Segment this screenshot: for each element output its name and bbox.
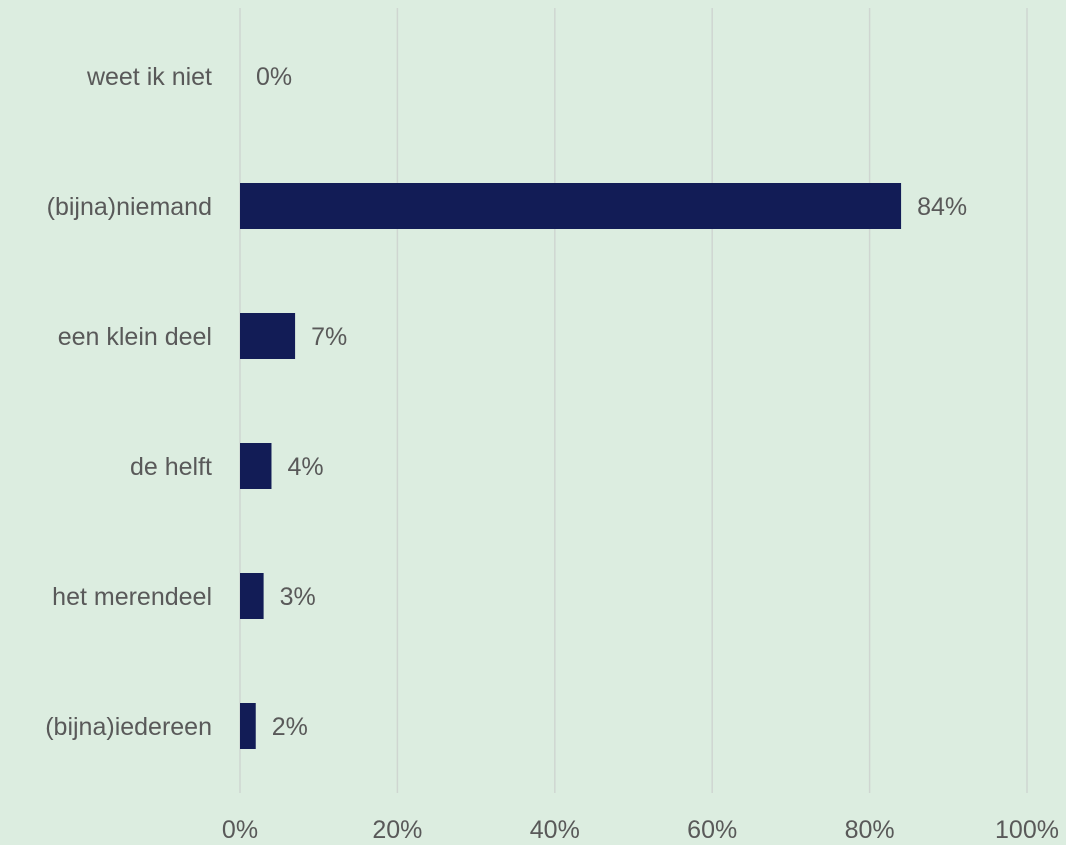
data-labels: 0% 84% 7% 4% 3% 2% bbox=[256, 63, 967, 741]
data-label: 2% bbox=[272, 713, 308, 741]
category-label: het merendeel bbox=[52, 583, 212, 611]
category-label: de helft bbox=[130, 453, 212, 481]
data-label: 0% bbox=[256, 63, 292, 91]
category-label: weet ik niet bbox=[86, 63, 212, 91]
category-label: een klein deel bbox=[58, 323, 212, 351]
x-tick-label: 80% bbox=[845, 816, 895, 844]
x-tick-label: 0% bbox=[222, 816, 258, 844]
x-tick-label: 40% bbox=[530, 816, 580, 844]
bar bbox=[240, 183, 902, 229]
bar bbox=[240, 443, 272, 489]
x-tick-label: 60% bbox=[687, 816, 737, 844]
data-label: 84% bbox=[917, 193, 967, 221]
category-label: (bijna)niemand bbox=[47, 193, 212, 221]
x-tick-label: 20% bbox=[372, 816, 422, 844]
bar bbox=[240, 573, 264, 619]
bar bbox=[240, 703, 256, 749]
bar bbox=[240, 313, 296, 359]
data-label: 4% bbox=[287, 453, 323, 481]
data-label: 3% bbox=[280, 583, 316, 611]
category-label: (bijna)iedereen bbox=[45, 713, 212, 741]
bars bbox=[240, 183, 902, 749]
category-labels: weet ik niet (bijna)niemand een klein deel… bbox=[45, 63, 212, 741]
x-tick-label: 100% bbox=[995, 816, 1059, 844]
x-tick-labels: 0% 20% 40% 60% 80% 100% bbox=[222, 816, 1059, 844]
data-label: 7% bbox=[311, 323, 347, 351]
gridlines bbox=[239, 8, 1028, 793]
